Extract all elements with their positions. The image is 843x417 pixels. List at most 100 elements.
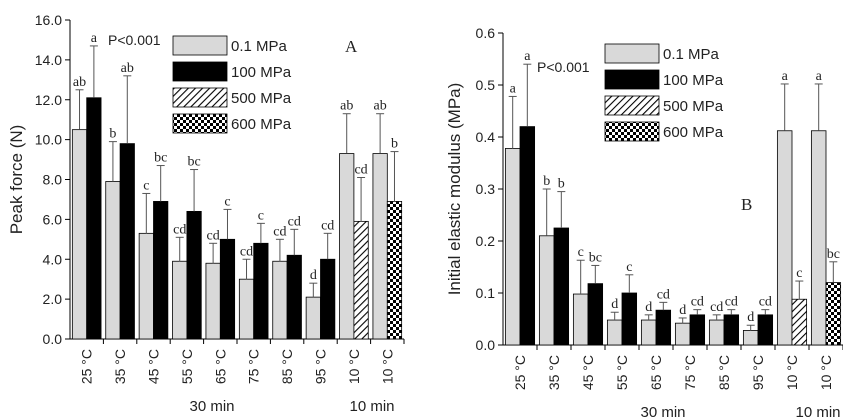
significance-letter: cd (173, 222, 186, 237)
p-value-label: P<0.001 (537, 59, 590, 75)
y-tick-label: 4.0 (43, 251, 63, 267)
significance-letter: c (143, 178, 149, 193)
bar (153, 201, 169, 340)
bar (572, 293, 589, 346)
x-category-label: 10 °C (818, 355, 834, 390)
significance-letter: d (611, 297, 618, 312)
legend-label: 100 MPa (663, 72, 724, 89)
bar (757, 314, 774, 346)
significance-letter: a (782, 69, 789, 84)
legend-swatch (172, 113, 228, 134)
legend-label: 0.1 MPa (663, 46, 720, 63)
panel-b-chart: 0.0 0.1 0.2 0.3 0.4 0.5 0.6 Initial elastic mod… (445, 25, 843, 417)
significance-letter: c (578, 245, 584, 260)
panel-label: A (345, 37, 358, 56)
significance-letter: cd (240, 244, 253, 259)
bar (776, 130, 793, 346)
x-category-label: 55 °C (614, 355, 630, 390)
legend: 0.1 MPa 100 MPa 500 MPa 600 MPa (172, 35, 292, 134)
y-tick-label: 8.0 (43, 172, 63, 188)
significance-letter: cd (354, 163, 367, 178)
legend: 0.1 MPa 100 MPa 500 MPa 600 MPa (604, 43, 724, 142)
bar (708, 319, 725, 346)
significance-letter: cd (273, 224, 286, 239)
bar (553, 227, 570, 346)
panel-a-chart: 0.0 2.0 4.0 6.0 8.0 10.0 12.0 14.0 16.0 Peak forc… (7, 12, 405, 415)
legend-label: 100 MPa (231, 64, 292, 81)
significance-letter: c (626, 260, 632, 275)
bar (119, 143, 135, 340)
significance-letter: b (558, 177, 565, 192)
significance-letter: d (645, 300, 652, 315)
significance-letter: d (679, 303, 686, 318)
significance-letter: cd (288, 214, 301, 229)
legend-swatch (172, 87, 228, 108)
bar (238, 278, 255, 340)
bar (372, 153, 388, 340)
legend-label: 600 MPa (231, 116, 292, 133)
y-tick-label: 0.0 (43, 331, 63, 347)
y-axis-label: Initial elastic modulus (MPa) (445, 83, 464, 296)
bar (791, 298, 808, 346)
legend-swatch (604, 121, 660, 142)
y-tick-label: 0.3 (476, 181, 496, 197)
bar (219, 238, 236, 340)
significance-letter: ab (121, 61, 134, 76)
y-tick-label: 6.0 (43, 211, 63, 227)
bar (640, 319, 657, 346)
x-category-label: 10 °C (784, 355, 800, 390)
bar (320, 258, 336, 340)
significance-letter: c (258, 208, 264, 223)
x-category-label: 65 °C (648, 355, 664, 390)
bar (825, 282, 842, 346)
x-category-label: 10 °C (379, 349, 395, 384)
significance-letter: d (747, 310, 754, 325)
bar (606, 319, 623, 346)
y-tick-label: 2.0 (43, 291, 63, 307)
y-axis-label: Peak force (N) (7, 125, 26, 235)
legend-swatch (604, 95, 660, 116)
x-category-label: 25 °C (79, 349, 95, 384)
x-category-label: 65 °C (212, 349, 228, 384)
bar (723, 314, 740, 346)
x-category-label: 75 °C (246, 349, 262, 384)
significance-letter: c (224, 194, 230, 209)
bar (286, 254, 302, 340)
bar (105, 181, 121, 340)
bar (353, 220, 369, 340)
y-tick-label: 12.0 (35, 92, 62, 108)
p-value-label: P<0.001 (108, 32, 161, 48)
legend-swatch (172, 61, 228, 82)
x-category-label: 85 °C (716, 355, 732, 390)
bar (186, 210, 202, 340)
significance-letter: cd (207, 228, 220, 243)
significance-letter: a (510, 81, 517, 96)
x-category-label: 55 °C (179, 349, 195, 384)
x-category-label: 25 °C (512, 355, 528, 390)
x-category-label: 95 °C (313, 349, 329, 384)
significance-letter: bc (154, 151, 167, 166)
y-tick-label: 0.0 (476, 337, 496, 353)
significance-letter: a (91, 31, 98, 46)
x-category-label: 10 °C (346, 349, 362, 384)
legend-swatch (172, 35, 228, 56)
bar (339, 153, 355, 340)
x-category-label: 75 °C (682, 355, 698, 390)
legend-label: 0.1 MPa (231, 38, 288, 55)
bar (587, 283, 604, 346)
bar (138, 232, 154, 340)
bar (386, 201, 403, 340)
legend-swatch (604, 69, 660, 90)
significance-letter: cd (657, 287, 670, 302)
significance-letter: ab (374, 99, 387, 114)
y-tick-label: 0.2 (476, 233, 496, 249)
bar (305, 296, 321, 340)
legend-label: 600 MPa (663, 124, 724, 141)
bar (810, 130, 827, 346)
y-tick-label: 16.0 (35, 12, 62, 28)
significance-letter: bc (589, 250, 602, 265)
bar (205, 262, 221, 340)
significance-letter: cd (725, 295, 738, 310)
significance-letter: cd (691, 295, 704, 310)
significance-letter: c (796, 266, 802, 281)
